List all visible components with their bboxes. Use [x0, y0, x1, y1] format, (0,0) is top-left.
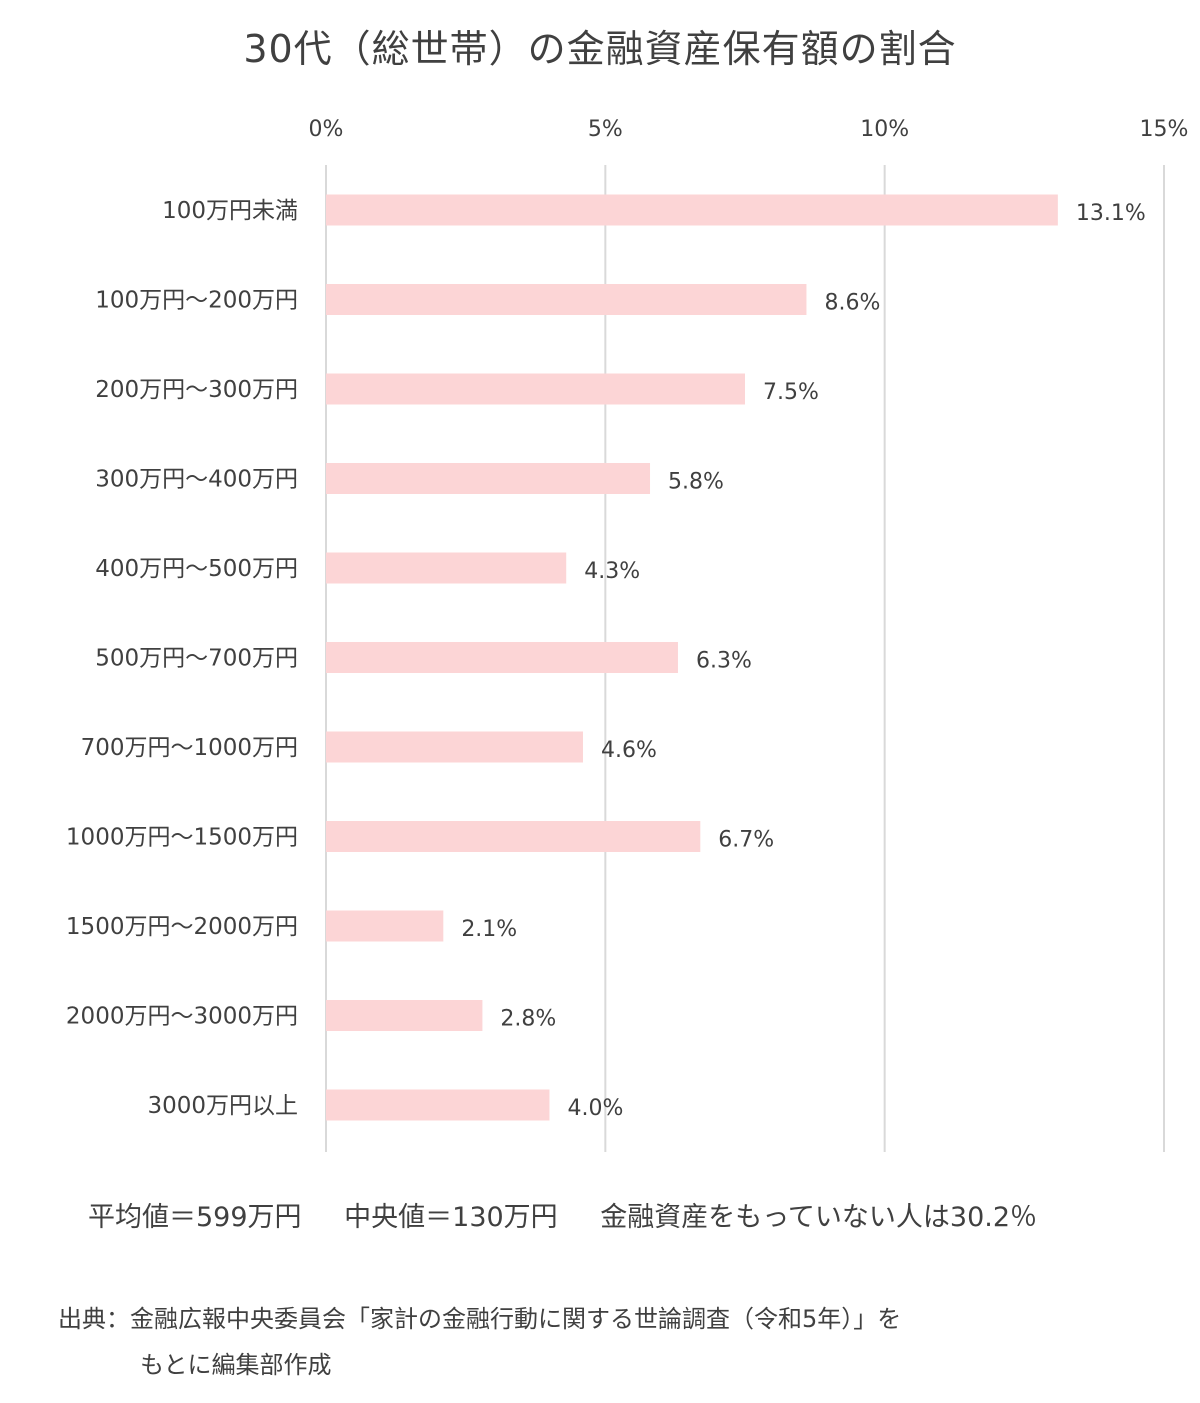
data-label: 4.3% — [584, 559, 640, 584]
category-label: 300万円～400万円 — [95, 467, 298, 493]
category-label: 100万円未満 — [162, 198, 298, 224]
x-tick-label: 5% — [588, 117, 623, 142]
data-label: 7.5% — [763, 380, 819, 405]
source-note: 出典：金融広報中央委員会「家計の金融行動に関する世論調査（令和5年）」を もとに… — [58, 1296, 1138, 1388]
median-value: 中央値＝130万円 — [344, 1202, 558, 1233]
x-tick-label: 0% — [309, 117, 344, 142]
bar — [326, 1089, 550, 1121]
no-assets-rate: 金融資産をもっていない人は30.2％ — [600, 1202, 1038, 1233]
bar — [326, 284, 807, 315]
data-label: 2.8% — [500, 1007, 556, 1032]
data-label: 6.7% — [718, 828, 774, 853]
bar — [326, 463, 651, 494]
bar-chart: 0% 5% 10% 15% 100万円未満 13.1% 100万円～200万円 8.6% 200… — [66, 117, 1189, 1152]
data-label: 8.6% — [824, 291, 880, 316]
bar — [326, 821, 701, 852]
data-label: 6.3% — [696, 649, 752, 674]
category-label: 3000万円以上 — [147, 1093, 298, 1119]
source-line-2: もとに編集部作成 — [140, 1351, 332, 1379]
data-label: 4.6% — [601, 738, 657, 763]
category-label: 1000万円～1500万円 — [66, 825, 298, 851]
data-label: 2.1% — [461, 917, 517, 942]
bar — [326, 910, 444, 942]
category-label: 1500万円～2000万円 — [66, 914, 298, 940]
x-tick-label: 10% — [860, 117, 909, 142]
category-label: 2000万円～3000万円 — [66, 1004, 298, 1030]
data-label: 4.0% — [567, 1096, 623, 1121]
x-tick-label: 15% — [1140, 117, 1189, 142]
bar — [326, 194, 1058, 226]
data-label: 13.1% — [1076, 201, 1146, 226]
mean-value: 平均値＝599万円 — [88, 1202, 302, 1233]
category-label: 100万円～200万円 — [95, 288, 298, 314]
bar — [326, 1000, 483, 1031]
summary-stats: 平均値＝599万円 中央値＝130万円 金融資産をもっていない人は30.2％ — [88, 1195, 1071, 1234]
category-label: 400万円～500万円 — [95, 556, 298, 582]
category-label: 200万円～300万円 — [95, 377, 298, 403]
chart-title: 30代（総世帯）の金融資産保有額の割合 — [243, 27, 957, 71]
source-line-1: 出典：金融広報中央委員会「家計の金融行動に関する世論調査（令和5年）」を — [58, 1305, 902, 1333]
bar — [326, 552, 567, 584]
category-label: 700万円～1000万円 — [81, 735, 298, 761]
category-label: 500万円～700万円 — [95, 646, 298, 672]
bar — [326, 373, 745, 405]
bar — [326, 642, 678, 673]
data-label: 5.8% — [668, 470, 724, 495]
bar — [326, 731, 583, 763]
